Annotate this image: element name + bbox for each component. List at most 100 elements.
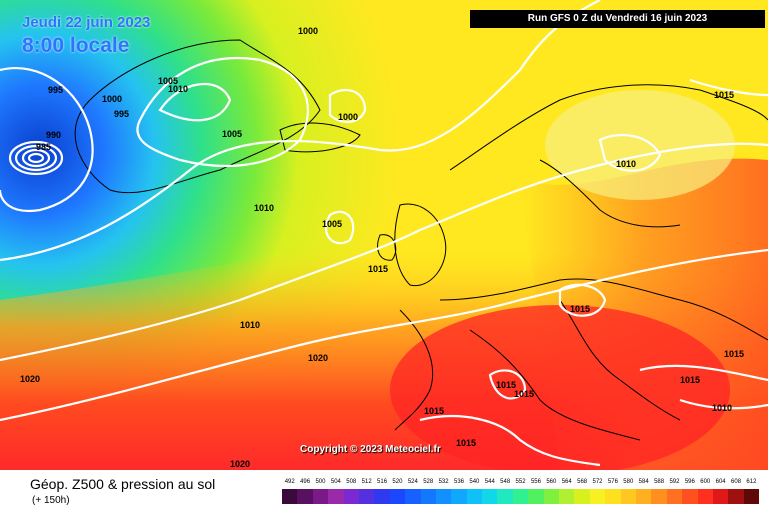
map-canvas: 995 1000 995 1000 1005 1010 990 985 1005… <box>0 0 768 470</box>
forecast-range: (+ 150h) <box>32 495 70 506</box>
pressure-label: 990 <box>46 130 61 140</box>
pressure-label: 1015 <box>680 375 700 385</box>
pressure-label: 1005 <box>158 76 178 86</box>
pressure-label: 985 <box>36 142 51 152</box>
map-title: Géop. Z500 & pression au sol <box>30 476 216 492</box>
scale-value: 612 <box>746 479 757 485</box>
pressure-label: 1015 <box>514 389 534 399</box>
scale-value: 508 <box>346 479 357 485</box>
weather-map: 995 1000 995 1000 1005 1010 990 985 1005… <box>0 0 768 470</box>
pressure-label: 1005 <box>322 219 342 229</box>
scale-value: 560 <box>546 479 557 485</box>
scale-swatch <box>482 489 498 504</box>
scandinavia-ridge <box>545 90 735 200</box>
scale-swatch <box>589 489 606 504</box>
scale-value: 572 <box>592 479 603 485</box>
scale-value: 532 <box>438 479 449 485</box>
pressure-label: 1005 <box>222 129 242 139</box>
scale-value: 500 <box>315 479 326 485</box>
scale-value: 600 <box>700 479 711 485</box>
scale-swatch <box>282 489 298 504</box>
pressure-label: 1000 <box>338 112 358 122</box>
scale-swatch <box>297 489 313 504</box>
scale-swatch <box>651 489 667 504</box>
pressure-label: 1015 <box>714 90 734 100</box>
scale-value: 540 <box>469 479 480 485</box>
scale-value: 512 <box>361 479 372 485</box>
copyright: Copyright © 2023 Meteociel.fr <box>300 444 441 455</box>
forecast-date: Jeudi 22 juin 2023 <box>22 14 151 31</box>
coastlines <box>74 39 768 441</box>
scale-swatch <box>328 489 344 504</box>
pressure-label: 1015 <box>424 406 444 416</box>
pressure-label: 1015 <box>724 349 744 359</box>
scale-value: 584 <box>638 479 649 485</box>
scale-value: 516 <box>377 479 388 485</box>
scale-swatch <box>497 489 513 504</box>
scale-value: 492 <box>284 479 295 485</box>
pressure-label: 1010 <box>168 84 188 94</box>
scale-swatch <box>559 489 575 504</box>
scale-swatch <box>635 489 652 504</box>
pressure-label: 1015 <box>456 438 476 448</box>
scale-value: 528 <box>423 479 434 485</box>
pressure-label: 995 <box>114 109 129 119</box>
scale-swatch <box>512 489 529 504</box>
scale-swatch <box>405 489 421 504</box>
scale-swatch <box>697 489 713 504</box>
scale-value: 568 <box>577 479 588 485</box>
scale-swatch <box>620 489 636 504</box>
pressure-labels: 995 1000 995 1000 1005 1010 990 985 1005… <box>20 26 744 469</box>
scale-value: 580 <box>623 479 634 485</box>
scale-value: 548 <box>500 479 511 485</box>
scale-value: 496 <box>300 479 311 485</box>
scale-swatch <box>435 489 452 504</box>
scale-value: 564 <box>561 479 572 485</box>
scale-swatch <box>343 489 359 504</box>
isobars <box>0 0 768 465</box>
scale-swatch <box>543 489 560 504</box>
scale-value: 556 <box>530 479 541 485</box>
scale-swatch <box>605 489 621 504</box>
scale-value: 604 <box>715 479 726 485</box>
pressure-label: 1020 <box>308 353 328 363</box>
scale-swatch <box>389 489 406 504</box>
run-info: Run GFS 0 Z du Vendredi 16 juin 2023 <box>470 10 765 28</box>
pressure-label: 1010 <box>712 403 732 413</box>
heat-dome <box>390 305 730 470</box>
scale-swatch <box>358 489 375 504</box>
scale-swatch <box>743 489 760 504</box>
pressure-label: 1000 <box>102 94 122 104</box>
scale-swatch <box>312 489 329 504</box>
scale-swatch <box>574 489 590 504</box>
scale-value: 536 <box>453 479 464 485</box>
pressure-label: 1015 <box>368 264 388 274</box>
scale-swatch <box>451 489 467 504</box>
scale-value: 520 <box>392 479 403 485</box>
scale-swatch <box>528 489 544 504</box>
scale-swatch <box>420 489 436 504</box>
scale-value: 524 <box>407 479 418 485</box>
legend-bar: Géop. Z500 & pression au sol (+ 150h) 49… <box>0 470 768 512</box>
pressure-label: 995 <box>48 85 63 95</box>
scale-value: 608 <box>731 479 742 485</box>
scale-swatch <box>712 489 729 504</box>
scale-value: 588 <box>654 479 665 485</box>
color-scale <box>282 489 760 504</box>
scale-value: 596 <box>684 479 695 485</box>
scale-value: 544 <box>484 479 495 485</box>
pressure-label: 1015 <box>496 380 516 390</box>
scale-swatch <box>466 489 483 504</box>
pressure-label: 1015 <box>570 304 590 314</box>
scale-labels: 492 496 500 504 508 512 516 520 524 528 532 536 540 5… <box>282 479 759 485</box>
scale-swatch <box>666 489 683 504</box>
pressure-label: 1010 <box>240 320 260 330</box>
pressure-label: 1020 <box>230 459 250 469</box>
pressure-label: 1010 <box>254 203 274 213</box>
scale-swatch <box>374 489 390 504</box>
forecast-time: 8:00 locale <box>22 34 130 57</box>
pressure-label: 1000 <box>298 26 318 36</box>
scale-value: 576 <box>607 479 618 485</box>
scale-value: 552 <box>515 479 526 485</box>
pressure-label: 1010 <box>616 159 636 169</box>
